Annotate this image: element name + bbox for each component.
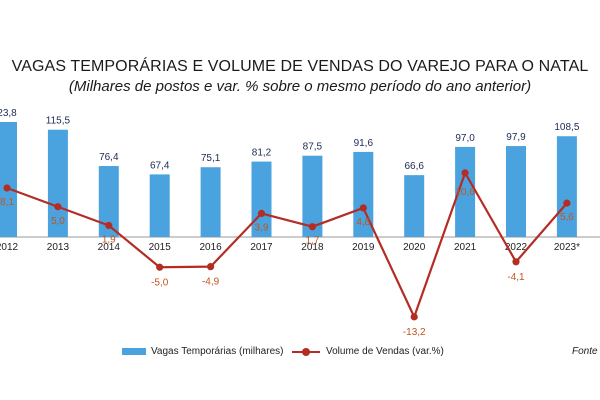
line-label-2019: 4,8 [356,217,370,228]
x-tick-2023*: 2023* [554,242,580,253]
line-label-2015: -5,0 [151,277,169,288]
line-point-2017 [257,209,266,218]
sales-line [6,171,568,318]
x-tick-2019: 2019 [352,242,375,253]
legend-line-swatch [292,347,320,357]
line-label-2012: 8,1 [0,197,14,208]
x-tick-2020: 2020 [403,242,426,253]
bar-label-2014: 76,4 [99,152,119,163]
line-label-2018: 1,7 [305,236,319,247]
line-point-2016 [207,263,215,271]
line-point-2023* [563,199,571,207]
x-tick-2015: 2015 [149,242,172,253]
line-label-2013: 5,0 [51,216,65,227]
source-label: Fonte [572,346,598,357]
line-label-2016: -4,9 [202,277,220,288]
bar-2012 [0,122,17,237]
bar-2015 [149,174,170,237]
bar-label-2021: 97,0 [455,133,475,144]
line-label-2023*: 5,6 [560,212,574,223]
bar-2013 [47,129,68,237]
bar-label-2023*: 108,5 [554,122,579,133]
legend-bar-swatch [122,348,146,355]
bar-label-2019: 91,6 [354,138,374,149]
line-point-2019 [359,204,367,212]
bar-2016 [200,167,221,237]
chart-subtitle: (Milhares de postos e var. % sobre o mes… [68,78,532,95]
bar-label-2020: 66,6 [404,161,424,172]
bar-label-2012: 23,8 [0,108,17,119]
x-tick-2013: 2013 [47,242,70,253]
x-tick-2017: 2017 [250,242,273,253]
line-label-2021: 10,6 [455,187,475,198]
legend-label-line: Volume de Vendas (var.%) [326,346,444,357]
legend-item-line: Volume de Vendas (var.%) [292,346,444,357]
bar-label-2013: 115,5 [46,116,71,127]
line-point-2021 [461,169,469,177]
bar-label-2016: 75,1 [201,153,221,164]
bar-label-2018: 87,5 [303,142,323,153]
chart-title: VAGAS TEMPORÁRIAS E VOLUME DE VENDAS DO … [11,58,589,75]
line-label-2022: -4,1 [507,272,525,283]
line-point-2014 [105,221,113,230]
line-point-2012 [3,184,11,192]
x-tick-2014: 2014 [98,242,121,253]
x-tick-2021: 2021 [454,242,477,253]
line-point-2018 [308,223,316,231]
legend-item-bars: Vagas Temporárias (milhares) [122,346,283,357]
line-label-2020: -13,2 [403,327,426,338]
line-label-2017: 3,9 [255,222,269,233]
legend-label-bars: Vagas Temporárias (milhares) [151,346,284,357]
bar-2019 [353,151,374,237]
x-tick-2012: 2012 [0,242,19,253]
line-label-2014: 1,9 [102,235,116,246]
x-tick-2018: 2018 [301,242,324,253]
line-point-2015 [156,263,164,271]
bar-2021 [455,146,476,237]
line-point-2013 [54,203,62,211]
bar-2014 [98,166,119,237]
bar-label-2015: 67,4 [150,160,170,171]
x-tick-2016: 2016 [199,242,222,253]
line-point-2022 [512,258,520,266]
bar-2020 [404,175,425,237]
bar-label-2017: 81,2 [252,148,272,159]
bar-2023* [556,136,577,237]
x-tick-2022: 2022 [505,242,528,253]
bar-label-2022: 97,9 [506,132,526,143]
bar-2022 [506,146,526,237]
bar-2018 [302,155,323,237]
line-point-2020 [410,313,418,321]
